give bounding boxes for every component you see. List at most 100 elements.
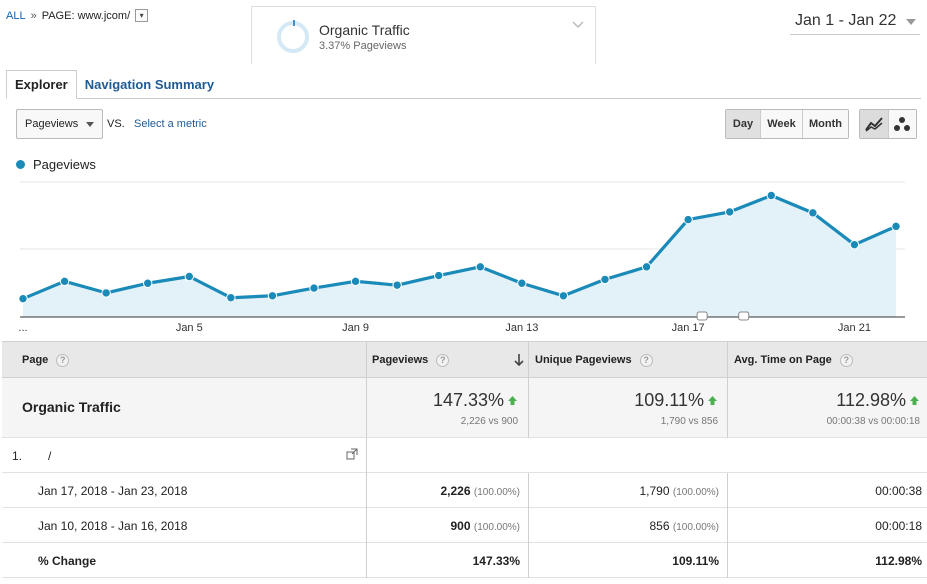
tab-navigation-summary[interactable]: Navigation Summary bbox=[84, 77, 215, 92]
header-avg-time[interactable]: Avg. Time on Page ? bbox=[734, 342, 853, 378]
annotation-marker-icon bbox=[696, 311, 708, 321]
chart-point bbox=[309, 283, 319, 293]
up-arrow-icon bbox=[508, 396, 517, 405]
change-unique: 109.11% bbox=[672, 554, 719, 568]
total-pageviews-change: 147.33% bbox=[382, 390, 518, 411]
column-divider bbox=[366, 341, 367, 578]
row-page-value[interactable]: / bbox=[48, 449, 52, 463]
total-unique-sub: 1,790 vs 856 bbox=[660, 416, 718, 427]
annotation-marker-icon bbox=[738, 311, 750, 321]
tab-explorer[interactable]: Explorer bbox=[6, 70, 77, 99]
chart-x-tick-label: Jan 9 bbox=[342, 322, 369, 334]
column-divider bbox=[528, 473, 529, 578]
chart-point bbox=[766, 190, 776, 201]
chart-point bbox=[641, 262, 652, 272]
chevron-down-icon[interactable] bbox=[571, 17, 585, 31]
chart-point bbox=[184, 271, 194, 282]
period-day-button[interactable]: Day bbox=[726, 110, 760, 138]
row-pageviews: 900 (100.00%) bbox=[382, 519, 520, 533]
row-pageviews: 2,226 (100.00%) bbox=[382, 484, 520, 498]
period-toggle: Day Week Month bbox=[725, 109, 849, 139]
table-total-row: Organic Traffic 147.33% 2,226 vs 900 109… bbox=[2, 378, 927, 438]
sort-down-arrow-icon[interactable] bbox=[513, 353, 525, 367]
pageviews-chart: ... Jan 5 Jan 9 Jan 13 Jan 17 Jan 21 bbox=[18, 181, 905, 334]
breadcrumb: ALL » PAGE: www.jcom/ ▾ bbox=[6, 9, 149, 22]
breadcrumb-page: PAGE: www.jcom/ bbox=[41, 9, 131, 22]
header-unique-label: Unique Pageviews bbox=[535, 354, 632, 366]
table-change-row: % Change 147.33% 109.11% 112.98% bbox=[2, 543, 927, 578]
chart-x-tick-label: ... bbox=[18, 322, 27, 334]
help-icon[interactable]: ? bbox=[639, 353, 653, 367]
breadcrumb-all-link[interactable]: ALL bbox=[6, 9, 26, 22]
row-unique: 856 (100.00%) bbox=[562, 519, 719, 533]
motion-chart-button[interactable] bbox=[887, 110, 916, 138]
table-row: Jan 10, 2018 - Jan 16, 2018 900 (100.00%… bbox=[2, 508, 927, 543]
row-unique-share: (100.00%) bbox=[672, 522, 719, 533]
select-metric-link[interactable]: Select a metric bbox=[134, 118, 207, 130]
column-divider bbox=[528, 341, 529, 438]
change-pageviews: 147.33% bbox=[472, 554, 520, 568]
period-week-button[interactable]: Week bbox=[760, 110, 802, 138]
line-chart-button[interactable] bbox=[860, 110, 888, 138]
help-icon[interactable]: ? bbox=[56, 353, 70, 367]
chart-point bbox=[18, 293, 28, 304]
column-divider bbox=[727, 341, 728, 438]
table-header: Page ? Pageviews ? Unique Pageviews ? Av… bbox=[2, 341, 927, 378]
date-range-caret-icon bbox=[906, 19, 917, 25]
chart-point bbox=[475, 262, 485, 272]
chart-point bbox=[849, 239, 860, 250]
total-pageviews-sub: 2,226 vs 900 bbox=[460, 416, 518, 427]
segment-subtitle: 3.37% Pageviews bbox=[319, 40, 407, 52]
chart-point bbox=[808, 208, 818, 218]
up-arrow-icon bbox=[910, 396, 919, 405]
header-pageviews[interactable]: Pageviews ? bbox=[372, 342, 450, 378]
metric-select[interactable]: Pageviews bbox=[16, 109, 103, 139]
total-pageviews-pct: 147.33% bbox=[432, 390, 504, 410]
chart-point bbox=[725, 207, 735, 217]
report-tabs: Explorer Navigation Summary bbox=[6, 70, 222, 99]
header-page-label: Page bbox=[22, 354, 49, 366]
chart-x-tick-label: Jan 13 bbox=[505, 322, 538, 334]
help-icon[interactable]: ? bbox=[839, 353, 853, 367]
open-in-new-icon[interactable] bbox=[346, 448, 358, 460]
change-avg-time: 112.98% bbox=[875, 554, 922, 568]
row-unique-value: 856 bbox=[649, 519, 670, 533]
chart-series-line bbox=[22, 193, 897, 301]
line-chart-icon bbox=[865, 117, 883, 132]
chart-point bbox=[59, 276, 70, 287]
legend-dot-icon bbox=[16, 160, 25, 169]
segment-selector[interactable]: Organic Traffic 3.37% Pageviews bbox=[251, 6, 596, 64]
legend-label: Pageviews bbox=[33, 157, 96, 172]
row-avg-time: 00:00:18 bbox=[875, 519, 922, 533]
up-arrow-icon bbox=[708, 396, 717, 405]
row-pageviews-share: (100.00%) bbox=[473, 522, 520, 533]
chart-legend: Pageviews bbox=[16, 157, 96, 172]
metric-select-label: Pageviews bbox=[25, 118, 79, 130]
total-unique-change: 109.11% bbox=[562, 390, 718, 411]
chart-point bbox=[891, 221, 901, 232]
chart-point bbox=[267, 291, 278, 301]
chart-x-tick-label: Jan 21 bbox=[838, 322, 871, 334]
chart-x-tick-label: Jan 17 bbox=[672, 322, 705, 334]
change-label: % Change bbox=[38, 554, 97, 568]
header-avg-time-label: Avg. Time on Page bbox=[734, 354, 832, 366]
tabs-divider bbox=[6, 98, 921, 99]
total-label: Organic Traffic bbox=[22, 399, 121, 415]
header-unique-pageviews[interactable]: Unique Pageviews ? bbox=[535, 342, 653, 378]
period-month-button[interactable]: Month bbox=[802, 110, 848, 138]
breadcrumb-separator: » bbox=[30, 9, 37, 22]
row-index: 1. bbox=[12, 449, 23, 463]
header-page[interactable]: Page ? bbox=[22, 342, 70, 378]
segment-title: Organic Traffic bbox=[319, 22, 410, 38]
chart-point bbox=[517, 278, 527, 288]
chart-area-fill bbox=[23, 195, 896, 317]
chart-point bbox=[350, 276, 361, 287]
row-unique-share: (100.00%) bbox=[672, 487, 719, 498]
vs-label: VS. bbox=[107, 118, 125, 130]
help-icon[interactable]: ? bbox=[436, 353, 450, 367]
row-avg-time: 00:00:38 bbox=[875, 484, 922, 498]
date-range-picker[interactable]: Jan 1 - Jan 22 bbox=[795, 12, 917, 30]
chart-point bbox=[101, 288, 111, 298]
breadcrumb-dropdown-icon[interactable]: ▾ bbox=[135, 9, 149, 22]
